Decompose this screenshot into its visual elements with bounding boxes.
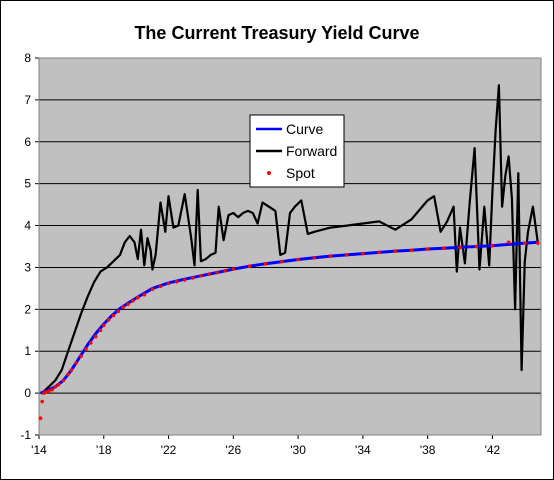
legend-swatch-spot [267, 171, 271, 175]
x-tick-label: '26 [226, 443, 242, 457]
spot-point [536, 241, 540, 245]
spot-point [490, 243, 495, 248]
spot-point [121, 305, 125, 310]
spot-point [158, 284, 163, 289]
spot-point [191, 276, 195, 280]
series-line-forward [41, 84, 539, 394]
spot-point [506, 240, 511, 245]
spot-point [393, 249, 398, 253]
x-tick-label: '18 [96, 443, 112, 457]
x-tick-label: '34 [355, 443, 371, 457]
spot-point [106, 318, 111, 322]
spot-point [102, 323, 106, 328]
spot-point [98, 328, 103, 333]
spot-point [199, 274, 203, 278]
x-tick-label: '30 [290, 443, 306, 457]
y-tick-label: 4 [24, 219, 31, 233]
spot-point [442, 246, 446, 250]
y-tick-label: 0 [24, 386, 31, 400]
spot-point [74, 361, 78, 365]
spot-point [61, 378, 66, 383]
spot-point [93, 334, 98, 339]
y-tick-label: 7 [24, 93, 31, 107]
spot-point [46, 389, 51, 393]
spot-point [377, 250, 381, 255]
y-tick-label: 5 [24, 177, 31, 191]
spot-point [223, 269, 227, 273]
x-tick-label: '22 [161, 443, 177, 457]
spot-point [207, 272, 211, 276]
y-tick-label: 2 [24, 302, 31, 316]
spot-point [56, 382, 61, 387]
spot-point [182, 278, 187, 282]
spot-point [425, 247, 430, 251]
plot-border [38, 57, 542, 436]
spot-point [328, 254, 333, 258]
spot-point [474, 244, 479, 249]
spot-point [280, 259, 284, 264]
spot-point [116, 309, 121, 314]
spot-point [458, 245, 462, 250]
series-layer [38, 84, 540, 421]
spot-point [523, 241, 527, 245]
spot-point [150, 287, 155, 292]
spot-point [126, 302, 130, 307]
spot-point [43, 390, 48, 395]
spot-point [231, 267, 236, 271]
spot-point [50, 388, 54, 392]
spot-point [312, 255, 317, 260]
spot-point [53, 385, 57, 389]
spot-point [89, 341, 93, 345]
spot-point [263, 261, 268, 266]
legend-label-spot: Spot [286, 165, 315, 181]
legend-label-forward: Forward [286, 143, 337, 159]
series-line-curve [40, 240, 538, 395]
spot-point [111, 313, 116, 318]
chart-title: The Current Treasury Yield Curve [134, 23, 419, 43]
x-tick-label: '14 [31, 443, 47, 457]
spot-point [79, 354, 83, 359]
legend: Curve Forward Spot [249, 114, 345, 188]
spot-point [344, 253, 349, 257]
y-tick-label: 6 [24, 135, 31, 149]
spot-point [84, 347, 88, 351]
spot-point [215, 270, 219, 275]
spot-point [40, 399, 44, 404]
y-tick-label: 8 [24, 51, 31, 65]
spot-point [38, 416, 43, 421]
y-tick-label: 1 [24, 344, 31, 358]
spot-point [296, 257, 300, 262]
spot-point [131, 299, 135, 303]
spot-point [361, 251, 365, 256]
spot-point [69, 368, 74, 372]
x-tick-label: '38 [420, 443, 436, 457]
axis-layer: -1 0 1 2 3 4 5 6 7 8 '14 '18 '22 '26 '30 '34 '38 '42 [20, 51, 542, 457]
x-tick-label: '42 [485, 443, 501, 457]
spot-point [136, 295, 140, 300]
spot-point [174, 279, 179, 284]
spot-point [409, 248, 414, 253]
spot-point [142, 292, 147, 297]
legend-label-curve: Curve [286, 121, 324, 137]
spot-point [247, 264, 252, 269]
y-tick-label: -1 [20, 428, 31, 442]
spot-point [166, 281, 171, 286]
spot-point [66, 372, 70, 377]
y-tick-label: 3 [24, 260, 31, 274]
